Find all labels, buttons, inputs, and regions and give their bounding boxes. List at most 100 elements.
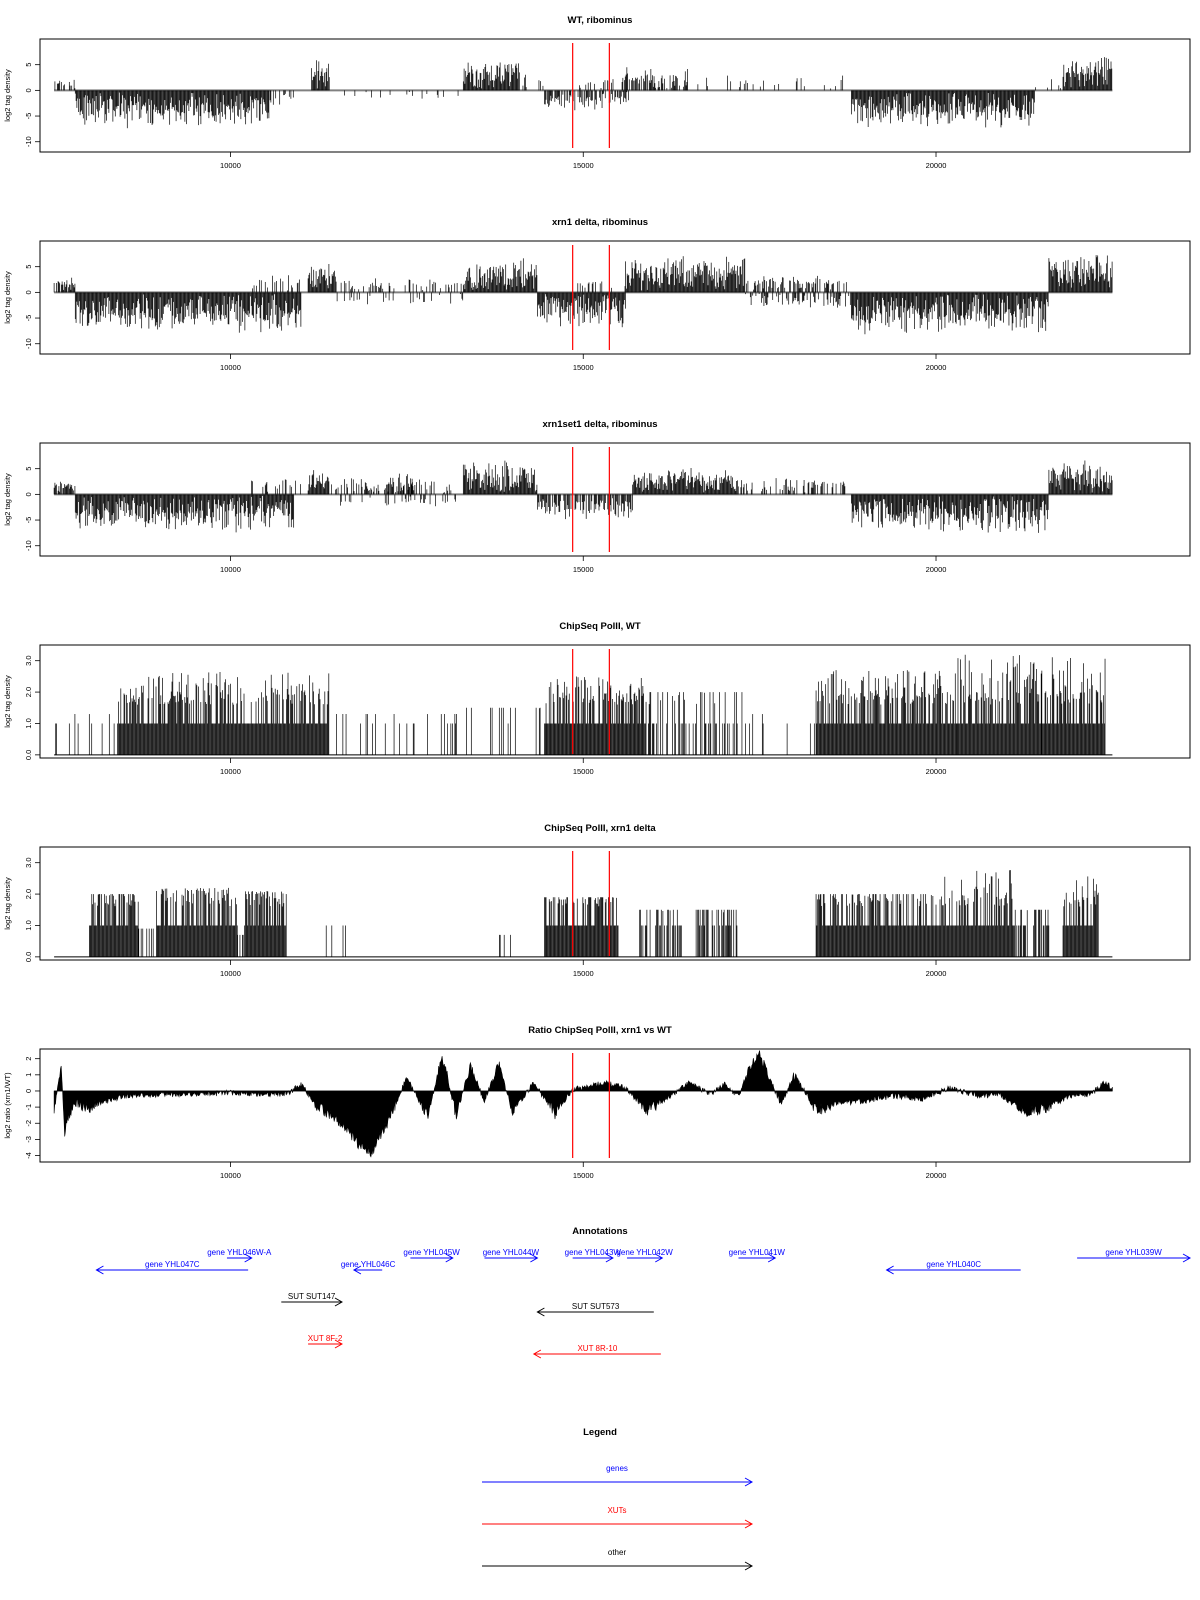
bar-series-segment — [1062, 876, 1099, 957]
y-tick-label: 3.0 — [24, 857, 33, 867]
bar-series-segment — [237, 934, 244, 957]
bar-series-segment — [815, 670, 958, 755]
x-tick-label: 10000 — [220, 767, 241, 776]
plot-frame — [39, 38, 1191, 153]
y-tick-label: -5 — [24, 517, 33, 524]
y-tick-label: 0 — [24, 1089, 33, 1093]
y-tick-label: 2 — [24, 1057, 33, 1061]
bar-series-segment — [325, 925, 346, 957]
bar-series-segment — [340, 278, 462, 293]
bar-series-segment — [632, 467, 739, 495]
y-tick-label: 1.0 — [24, 920, 33, 930]
x-tick-label: 10000 — [220, 969, 241, 978]
x-tick-label: 15000 — [573, 161, 594, 170]
bar-series-segment — [74, 90, 270, 129]
x-tick-label: 20000 — [926, 969, 947, 978]
y-axis-label: log2 tag density — [3, 675, 12, 728]
ratio-area — [53, 1050, 1113, 1158]
bar-series-segment — [1035, 79, 1061, 91]
y-tick-label: -10 — [24, 338, 33, 349]
x-tick-label: 15000 — [573, 767, 594, 776]
y-tick-label: 5 — [24, 467, 33, 471]
bar-series-segment — [89, 894, 139, 957]
x-tick-label: 10000 — [220, 565, 241, 574]
x-tick-label: 15000 — [573, 363, 594, 372]
y-tick-label: -1 — [24, 1104, 33, 1111]
y-tick-label: 3.0 — [24, 655, 33, 665]
x-tick-label: 15000 — [573, 565, 594, 574]
bar-series-segment — [697, 75, 844, 91]
y-axis-label: log2 tag density — [3, 877, 12, 930]
bar-series-segment — [1062, 57, 1113, 91]
x-tick-label: 20000 — [926, 1171, 947, 1180]
x-tick-label: 10000 — [220, 363, 241, 372]
bar-series-segment — [74, 292, 302, 333]
plot-frame — [39, 846, 1191, 961]
y-tick-label: -3 — [24, 1136, 33, 1143]
plot-frame — [39, 644, 1191, 759]
bar-series-segment — [336, 292, 464, 305]
y-axis-label: log2 tag density — [3, 271, 12, 324]
x-tick-label: 20000 — [926, 363, 947, 372]
bar-series-segment — [544, 897, 619, 957]
y-tick-label: -5 — [24, 113, 33, 120]
bar-series-segment — [544, 676, 647, 755]
chart-title: xrn1 delta, ribominus — [552, 217, 648, 228]
y-tick-label: 5 — [24, 265, 33, 269]
bar-series-segment — [745, 275, 847, 293]
y-axis-label: log2 tag density — [3, 69, 12, 122]
bar-series-segment — [252, 275, 301, 293]
y-tick-label: -5 — [24, 315, 33, 322]
bar-series-segment — [499, 934, 511, 957]
bar-series-segment — [340, 494, 457, 507]
bar-series-segment — [639, 909, 682, 957]
x-tick-label: 15000 — [573, 969, 594, 978]
chart-panel-3: xrn1set1 delta, ribominus log2 tag densit… — [3, 419, 1191, 574]
x-tick-label: 10000 — [220, 161, 241, 170]
y-tick-label: -4 — [24, 1152, 33, 1159]
y-tick-label: 0 — [24, 492, 33, 496]
y-tick-label: 0.0 — [24, 750, 33, 760]
bar-series-segment — [53, 481, 76, 495]
bar-series-segment — [251, 479, 301, 495]
y-tick-label: -10 — [24, 136, 33, 147]
bar-series-segment — [307, 470, 330, 495]
plot-frame — [39, 442, 1191, 557]
bar-series-segment — [53, 277, 76, 293]
bar-series-segment — [740, 478, 846, 495]
y-tick-label: 2.0 — [24, 687, 33, 697]
bar-series-segment — [386, 473, 415, 495]
x-tick-label: 15000 — [573, 1171, 594, 1180]
bar-series-segment — [647, 692, 743, 755]
chart-title: xrn1set1 delta, ribominus — [542, 419, 657, 430]
chart-title: ChipSeq PolII, WT — [559, 621, 640, 632]
chart-panel-2: xrn1 delta, ribominus log2 tag density 5 0 -… — [3, 217, 1191, 372]
bar-series-segment — [462, 258, 538, 293]
chart-panel-5: ChipSeq PolII, xrn1 delta log2 tag densit… — [3, 823, 1191, 978]
y-tick-label: 0 — [24, 88, 33, 92]
bar-series-segment — [462, 460, 538, 495]
bar-series-segment — [577, 281, 626, 293]
bar-series-segment — [117, 671, 330, 755]
bar-series-segment — [537, 494, 633, 520]
y-tick-label: 0.0 — [24, 952, 33, 962]
chart-title: ChipSeq PolII, xrn1 delta — [544, 823, 656, 834]
bar-series-segment — [466, 707, 541, 755]
y-tick-label: -10 — [24, 540, 33, 551]
bar-series-segment — [269, 90, 294, 105]
y-axis-label: log2 tag density — [3, 473, 12, 526]
bar-series-segment — [745, 292, 851, 308]
bar-series-segment — [1041, 657, 1106, 755]
bar-series-segment — [815, 894, 936, 957]
bar-series-segment — [956, 654, 1042, 755]
chart-title: Ratio ChipSeq PolII, xrn1 vs WT — [528, 1025, 672, 1036]
bar-series-segment — [745, 714, 815, 755]
chart-panel-1: WT, ribominus log2 tag density 5 0 -5 -10 1000… — [3, 15, 1191, 170]
y-tick-label: 0 — [24, 290, 33, 294]
x-tick-label: 20000 — [926, 565, 947, 574]
chart-title: WT, ribominus — [568, 15, 633, 26]
y-tick-label: 2.0 — [24, 889, 33, 899]
bar-series-segment — [156, 887, 238, 957]
bar-series-segment — [244, 890, 287, 957]
